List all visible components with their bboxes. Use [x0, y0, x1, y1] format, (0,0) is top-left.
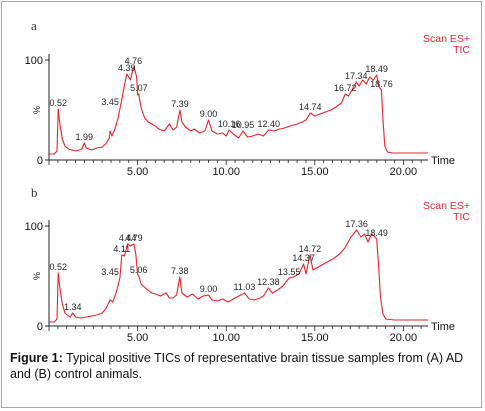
peak-label: 1.99 — [75, 132, 93, 142]
x-axis-label: Time — [431, 155, 455, 167]
peak-label: 13.55 — [278, 267, 301, 277]
figure-caption: Figure 1: Typical positive TICs of repre… — [10, 350, 476, 382]
peak-label: 9.00 — [200, 284, 218, 294]
scan-mode-label: Scan ES+ — [423, 200, 470, 212]
panel-label: a — [31, 18, 37, 33]
peak-label: 17.36 — [345, 219, 368, 229]
peak-label: 4.39 — [118, 63, 136, 73]
x-tick-label: 10.00 — [212, 332, 240, 344]
peak-label: 1.34 — [64, 302, 82, 312]
x-tick-label: 10.00 — [212, 166, 240, 178]
tic-trace-line — [49, 66, 429, 155]
peak-label: 14.72 — [299, 244, 322, 254]
peak-label: 4.44 — [119, 233, 137, 243]
peak-label: 3.45 — [101, 267, 119, 277]
x-tick-label: 20.00 — [390, 166, 418, 178]
peak-label: 18.49 — [365, 64, 388, 74]
peak-label: 16.72 — [334, 83, 357, 93]
peak-label: 17.34 — [345, 71, 368, 81]
y-axis-label: % — [32, 106, 42, 114]
peak-label: 3.45 — [101, 97, 119, 107]
panel-a: a Scan ES+TIC 0 100% 5.00 10.00 15.00 20.00 Time… — [25, 18, 471, 178]
x-tick-label: 15.00 — [301, 166, 329, 178]
peak-label: 4.11 — [113, 244, 130, 254]
peak-label: 14.37 — [292, 253, 315, 263]
y-tick-label: 0 — [37, 155, 43, 167]
caption-text: Typical positive TICs of representative … — [10, 351, 464, 381]
peak-label: 0.52 — [49, 262, 67, 272]
peak-label: 5.06 — [130, 265, 148, 275]
peak-label: 12.38 — [257, 277, 280, 287]
panel-b: b Scan ES+TIC 0 100% 5.00 10.00 15.00 20.00 Time… — [25, 185, 471, 344]
peak-label: 9.00 — [200, 109, 218, 119]
peak-label: 12.40 — [257, 119, 280, 129]
x-tick-label: 15.00 — [301, 332, 329, 344]
tic-label: TIC — [453, 44, 470, 56]
x-axis-label: Time — [431, 321, 455, 333]
y-tick-label: 100 — [25, 221, 43, 233]
x-tick-label: 5.00 — [127, 166, 148, 178]
peak-label: 18.49 — [365, 228, 388, 238]
tic-trace-line — [49, 229, 429, 323]
peak-label: 5.07 — [130, 83, 148, 93]
peak-label: 7.38 — [171, 266, 189, 276]
tic-label: TIC — [453, 211, 470, 223]
scan-mode-label: Scan ES+ — [423, 33, 470, 45]
peak-label: 14.74 — [299, 102, 322, 112]
y-tick-label: 100 — [25, 55, 43, 67]
caption-label: Figure 1: — [10, 351, 63, 365]
y-axis-label: % — [32, 272, 42, 280]
peak-label: 18.76 — [370, 79, 393, 89]
x-tick-label: 20.00 — [390, 332, 418, 344]
peak-label: 11.03 — [234, 282, 256, 292]
y-tick-label: 0 — [37, 321, 43, 333]
peak-label: 10.16 — [218, 119, 241, 129]
peak-label: 4.76 — [125, 56, 143, 66]
peak-label: 0.52 — [49, 98, 67, 108]
x-tick-label: 5.00 — [127, 332, 148, 344]
panel-label: b — [31, 185, 38, 200]
peak-label: 7.39 — [171, 99, 189, 109]
peak-label: 4.79 — [125, 233, 143, 243]
peak-label: 10.95 — [232, 120, 255, 130]
